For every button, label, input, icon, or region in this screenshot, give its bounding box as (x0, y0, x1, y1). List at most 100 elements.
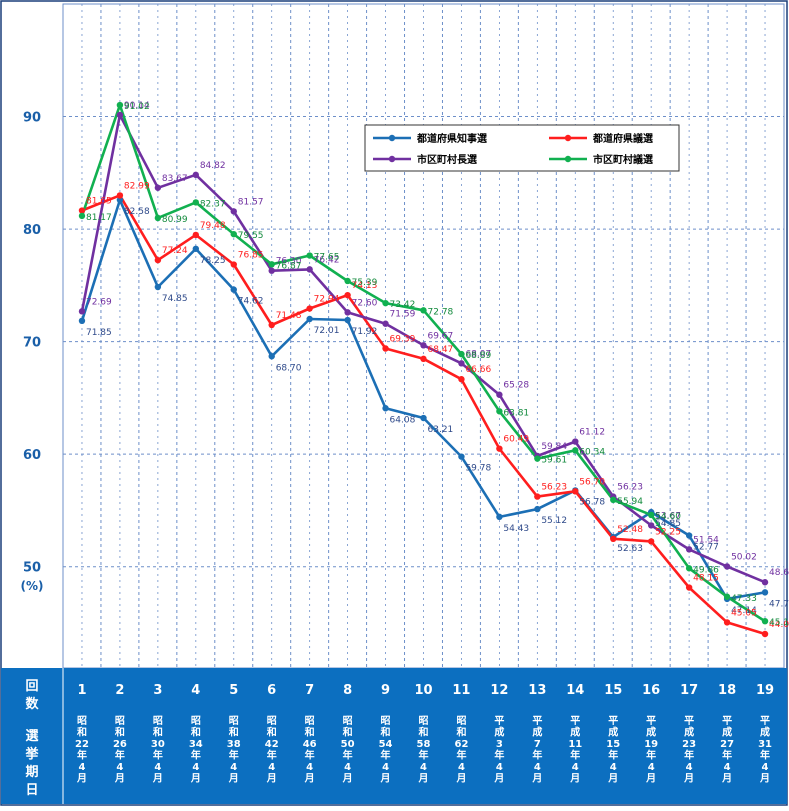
data-label-series-2: 68.47 (428, 345, 454, 355)
data-label-series-4: 77.65 (314, 253, 340, 263)
x-tick-label: 9 (381, 683, 390, 698)
data-point-series-3 (761, 579, 769, 586)
data-point-series-3 (116, 111, 124, 119)
y-axis-unit-label: (%) (21, 579, 44, 593)
data-label-series-4: 68.89 (465, 351, 491, 361)
data-label-series-2: 81.65 (86, 197, 112, 207)
x-tick-label: 7 (305, 683, 314, 698)
data-label-series-3: 83.67 (162, 174, 188, 184)
election-date-label: 4 (572, 762, 579, 773)
data-point-series-2 (78, 207, 86, 214)
election-date-label: 平 (722, 715, 732, 727)
election-date-label: 月 (152, 773, 163, 785)
election-date-label: 月 (228, 773, 239, 785)
data-point-series-2 (685, 584, 693, 591)
y-tick-label: 60 (23, 448, 41, 463)
election-date-label: 昭 (77, 715, 87, 727)
data-label-series-4: 54.60 (655, 512, 681, 522)
data-point-series-3 (78, 308, 86, 315)
election-date-label: 年 (646, 749, 656, 762)
data-point-series-4 (192, 199, 200, 206)
election-date-label: 和 (114, 726, 125, 739)
x-tick-label: 11 (452, 683, 470, 698)
data-point-series-3 (268, 267, 275, 274)
data-label-series-4: 73.42 (390, 300, 416, 310)
election-date-label: 昭 (381, 715, 391, 727)
legend-box (364, 124, 680, 172)
data-label-series-1: 63.21 (428, 425, 454, 435)
x-tick-label: 13 (528, 683, 546, 698)
data-point-series-2 (647, 538, 655, 545)
y-tick-label: 90 (23, 111, 41, 126)
election-date-label: 26 (113, 739, 127, 750)
x-tick-label: 4 (191, 683, 200, 698)
legend-label: 都道府県議選 (592, 132, 653, 145)
election-date-label: 62 (454, 739, 468, 750)
election-date-label: 15 (606, 739, 620, 750)
data-label-series-4: 82.37 (200, 199, 226, 209)
data-point-series-3 (685, 546, 693, 553)
x-tick-label: 17 (680, 683, 698, 698)
data-point-series-2 (572, 488, 579, 495)
election-date-label: 22 (75, 739, 89, 750)
x-tick-label: 8 (343, 683, 352, 698)
data-label-series-2: 79.48 (200, 221, 226, 231)
x-axis-header-date-char: 期 (25, 765, 38, 780)
data-point-series-2 (761, 630, 769, 638)
x-tick-label: 19 (756, 683, 774, 698)
data-label-series-1: 54.85 (655, 519, 681, 529)
data-label-series-2: 60.49 (503, 435, 529, 445)
election-date-label: 年 (722, 749, 732, 762)
data-point-series-4 (306, 252, 313, 259)
election-date-label: 4 (420, 762, 427, 773)
data-point-series-3 (572, 438, 579, 445)
election-date-label: 4 (534, 762, 541, 773)
data-point-series-3 (306, 266, 313, 273)
election-date-label: 和 (304, 726, 315, 739)
data-point-series-1 (116, 196, 124, 204)
data-label-series-2: 56.23 (541, 483, 567, 493)
data-point-series-3 (723, 563, 731, 570)
data-label-series-2: 52.25 (655, 527, 681, 537)
data-label-series-2: 56.70 (579, 477, 605, 487)
data-label-series-4: 75.39 (352, 278, 378, 288)
data-point-series-1 (458, 453, 465, 460)
data-label-series-3: 76.30 (276, 257, 302, 267)
data-point-series-4 (382, 299, 389, 307)
election-date-label: 成 (760, 726, 770, 739)
data-point-series-4 (154, 214, 162, 222)
data-point-series-4 (78, 212, 86, 220)
data-point-series-4 (647, 511, 655, 519)
data-label-series-2: 77.24 (162, 246, 188, 256)
data-point-series-3 (458, 360, 465, 367)
x-tick-label: 6 (267, 683, 276, 698)
data-point-series-3 (344, 309, 351, 316)
data-point-series-4 (685, 565, 693, 572)
data-point-series-1 (344, 316, 351, 324)
data-label-series-4: 80.99 (162, 215, 188, 225)
election-date-label: 4 (382, 762, 389, 773)
election-date-label: 成 (494, 726, 504, 739)
election-date-label: 月 (645, 773, 656, 785)
election-date-label: 和 (266, 726, 277, 739)
election-date-label: 年 (419, 749, 429, 762)
election-date-label: 月 (76, 773, 87, 785)
x-tick-label: 18 (718, 683, 736, 698)
election-date-label: 年 (305, 749, 315, 762)
election-date-label: 年 (532, 749, 542, 762)
data-label-series-3: 81.57 (238, 197, 264, 207)
election-date-label: 月 (190, 773, 201, 785)
election-date-label: 31 (758, 739, 772, 750)
election-date-label: 月 (721, 773, 732, 785)
data-point-series-2 (382, 345, 389, 352)
data-label-series-1: 47.14 (731, 606, 757, 616)
election-date-label: 昭 (153, 715, 163, 727)
data-label-series-1: 54.43 (503, 524, 529, 534)
data-label-series-3: 59.84 (541, 442, 567, 452)
data-point-series-4 (761, 617, 769, 625)
data-point-series-4 (344, 277, 351, 285)
data-label-series-2: 71.48 (276, 311, 302, 321)
election-date-label: 年 (456, 749, 466, 762)
election-date-label: 年 (381, 749, 391, 762)
